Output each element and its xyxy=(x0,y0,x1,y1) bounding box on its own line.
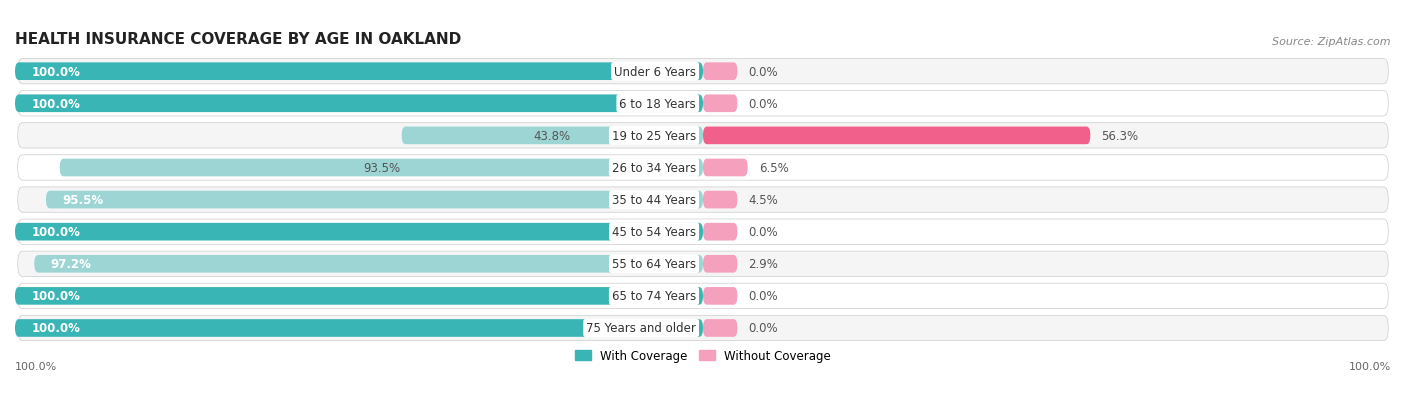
Text: 65 to 74 Years: 65 to 74 Years xyxy=(612,290,696,303)
FancyBboxPatch shape xyxy=(18,316,1388,341)
Text: 0.0%: 0.0% xyxy=(748,322,778,335)
Text: 43.8%: 43.8% xyxy=(534,130,571,142)
Text: 100.0%: 100.0% xyxy=(31,66,80,78)
FancyBboxPatch shape xyxy=(18,252,1388,277)
Text: 93.5%: 93.5% xyxy=(363,161,399,175)
FancyBboxPatch shape xyxy=(18,59,1388,85)
Text: 45 to 54 Years: 45 to 54 Years xyxy=(612,225,696,239)
FancyBboxPatch shape xyxy=(15,287,703,305)
Text: 56.3%: 56.3% xyxy=(1101,130,1139,142)
FancyBboxPatch shape xyxy=(18,123,1388,149)
FancyBboxPatch shape xyxy=(703,159,748,177)
FancyBboxPatch shape xyxy=(703,95,737,113)
Text: HEALTH INSURANCE COVERAGE BY AGE IN OAKLAND: HEALTH INSURANCE COVERAGE BY AGE IN OAKL… xyxy=(15,32,461,47)
FancyBboxPatch shape xyxy=(15,223,703,241)
Text: 95.5%: 95.5% xyxy=(62,194,104,206)
Text: 55 to 64 Years: 55 to 64 Years xyxy=(612,258,696,271)
FancyBboxPatch shape xyxy=(34,255,703,273)
Legend: With Coverage, Without Coverage: With Coverage, Without Coverage xyxy=(571,345,835,367)
FancyBboxPatch shape xyxy=(18,283,1388,309)
FancyBboxPatch shape xyxy=(15,319,703,337)
Text: 100.0%: 100.0% xyxy=(31,322,80,335)
Text: 4.5%: 4.5% xyxy=(748,194,778,206)
Text: 0.0%: 0.0% xyxy=(748,66,778,78)
FancyBboxPatch shape xyxy=(59,159,703,177)
FancyBboxPatch shape xyxy=(18,219,1388,245)
Text: 100.0%: 100.0% xyxy=(31,290,80,303)
Text: 0.0%: 0.0% xyxy=(748,97,778,111)
Text: 0.0%: 0.0% xyxy=(748,290,778,303)
Text: 35 to 44 Years: 35 to 44 Years xyxy=(612,194,696,206)
FancyBboxPatch shape xyxy=(703,255,737,273)
Text: Under 6 Years: Under 6 Years xyxy=(614,66,696,78)
Text: 100.0%: 100.0% xyxy=(15,361,58,371)
FancyBboxPatch shape xyxy=(703,191,737,209)
FancyBboxPatch shape xyxy=(703,127,1090,145)
FancyBboxPatch shape xyxy=(15,95,703,113)
Text: 97.2%: 97.2% xyxy=(51,258,91,271)
FancyBboxPatch shape xyxy=(18,155,1388,181)
FancyBboxPatch shape xyxy=(703,63,737,81)
Text: 75 Years and older: 75 Years and older xyxy=(586,322,696,335)
Text: 19 to 25 Years: 19 to 25 Years xyxy=(612,130,696,142)
FancyBboxPatch shape xyxy=(18,91,1388,116)
FancyBboxPatch shape xyxy=(15,63,703,81)
Text: 100.0%: 100.0% xyxy=(31,97,80,111)
Text: 100.0%: 100.0% xyxy=(31,225,80,239)
FancyBboxPatch shape xyxy=(703,287,737,305)
FancyBboxPatch shape xyxy=(703,223,737,241)
Text: 26 to 34 Years: 26 to 34 Years xyxy=(612,161,696,175)
FancyBboxPatch shape xyxy=(46,191,703,209)
FancyBboxPatch shape xyxy=(703,319,737,337)
Text: 6.5%: 6.5% xyxy=(759,161,789,175)
Text: 100.0%: 100.0% xyxy=(1348,361,1391,371)
Text: 2.9%: 2.9% xyxy=(748,258,779,271)
Text: 0.0%: 0.0% xyxy=(748,225,778,239)
FancyBboxPatch shape xyxy=(18,188,1388,213)
Text: Source: ZipAtlas.com: Source: ZipAtlas.com xyxy=(1272,37,1391,47)
Text: 6 to 18 Years: 6 to 18 Years xyxy=(620,97,696,111)
FancyBboxPatch shape xyxy=(402,127,703,145)
